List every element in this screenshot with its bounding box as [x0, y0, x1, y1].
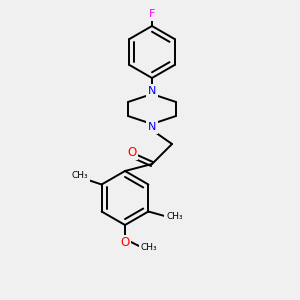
- Text: O: O: [120, 236, 130, 250]
- Text: N: N: [148, 86, 156, 96]
- Text: O: O: [128, 146, 136, 158]
- Text: CH₃: CH₃: [71, 171, 88, 180]
- Text: CH₃: CH₃: [166, 212, 183, 221]
- Text: CH₃: CH₃: [141, 242, 157, 251]
- Text: F: F: [149, 9, 155, 19]
- Text: N: N: [148, 122, 156, 132]
